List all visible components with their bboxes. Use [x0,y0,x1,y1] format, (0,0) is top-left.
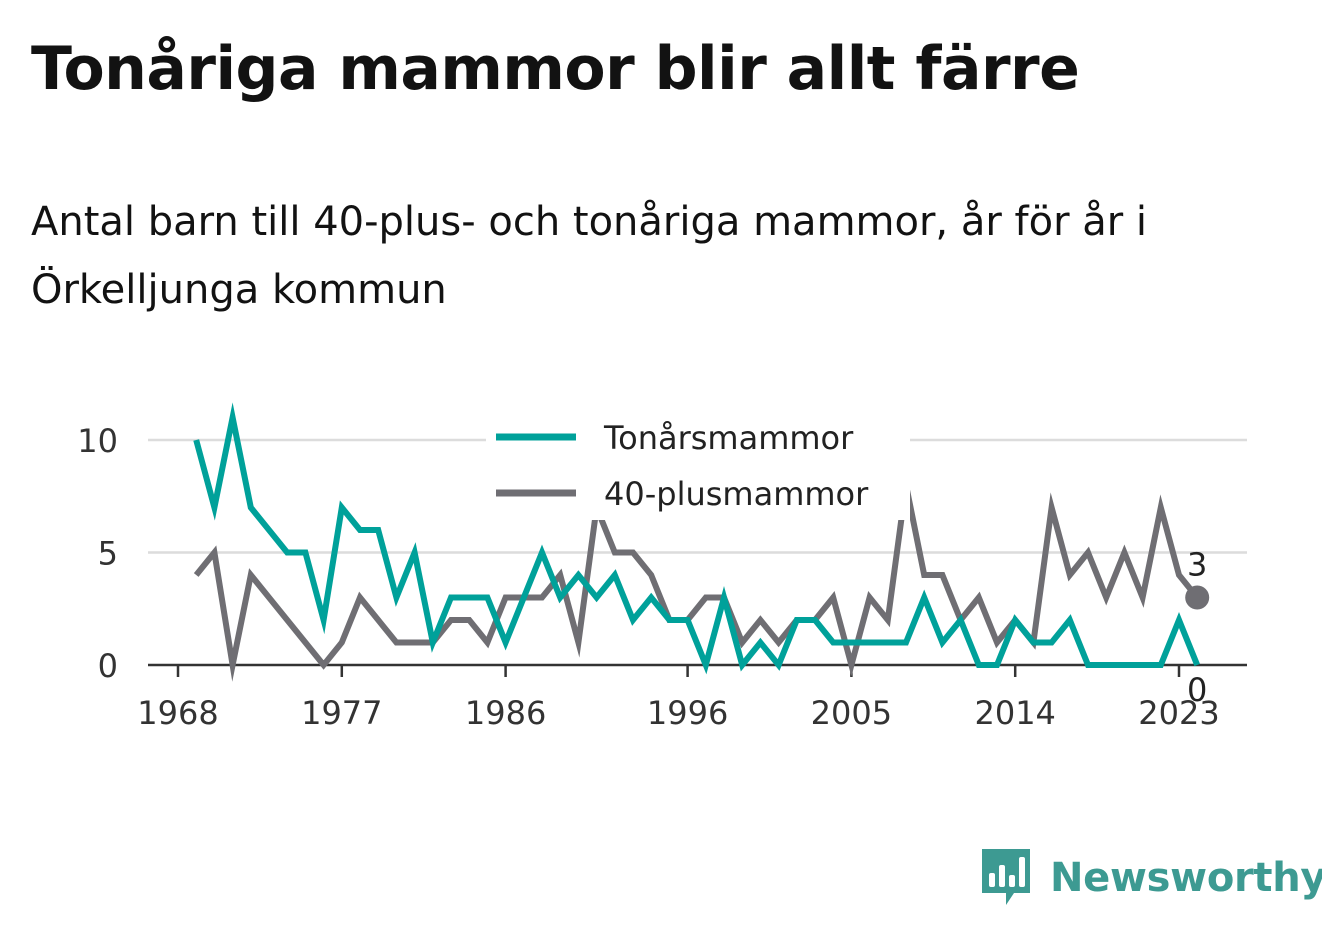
series-line-tonarsmammor [193,402,1200,675]
chart-subtitle: Antal barn till 40-plus- och tonåriga ma… [31,199,1148,313]
y-tick-label: 5 [98,535,118,573]
x-tick-label: 1996 [647,694,728,732]
x-tick-label: 2023 [1138,694,1219,732]
brand-name: Newsworthy [1050,855,1322,901]
legend-label-40-plusmammor: 40-plusmammor [604,475,869,513]
legend-background [486,408,910,520]
end-point-40-plusmammor [1185,585,1210,610]
end-label-tonarsmammor: 0 [1187,671,1207,709]
x-tick-label: 1986 [465,694,546,732]
legend-label-tonarsmammor: Tonårsmammor [603,419,854,457]
bar-chart-speech-bubble-icon [982,849,1030,905]
y-tick-label: 10 [77,422,118,460]
end-label-40-plusmammor: 3 [1187,546,1207,584]
x-tick-label: 1977 [301,694,382,732]
y-tick-label: 0 [98,647,118,685]
brand-logo: Newsworthy [980,848,1322,908]
chart-title: Tonåriga mammor blir allt färre [31,34,1080,104]
x-tick-label: 2014 [974,694,1055,732]
x-tick-label: 2005 [811,694,892,732]
x-tick-label: 1968 [137,694,218,732]
